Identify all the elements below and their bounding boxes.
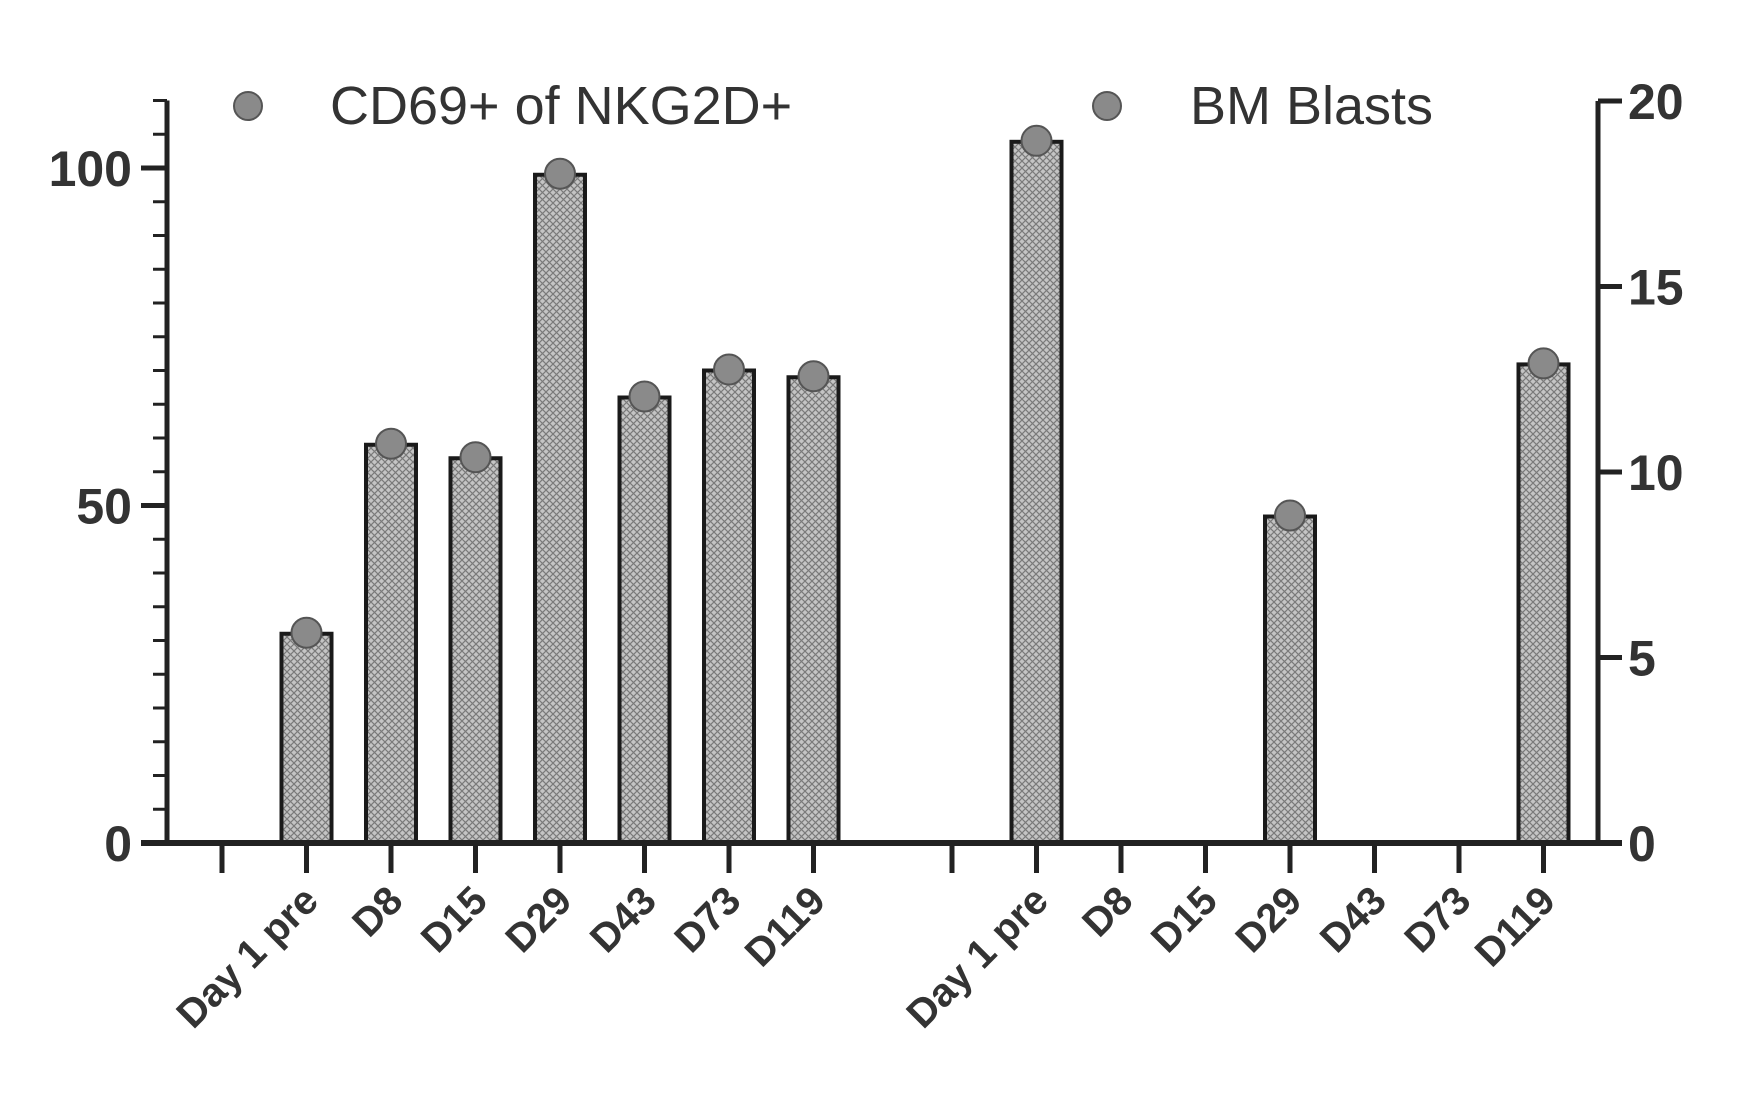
right-axis-tick-label-2: 10 [1628,445,1684,501]
x-tick-label-g2-5: D43 [1312,878,1395,961]
x-tick-label-g1-3: D15 [413,878,496,961]
x-tick-label-g1-4: D29 [497,878,580,961]
bar-g1-6 [702,368,756,845]
x-tick-label-g1-5: D43 [582,878,665,961]
marker-g2-7 [1527,347,1560,380]
bar-g2-4 [1263,514,1317,846]
bar-g1-3 [448,456,503,845]
left-axis-tick-label-1: 50 [76,479,132,535]
legend-label-series-1: CD69+ of NKG2D+ [330,76,792,136]
bar-g1-2 [364,442,418,845]
bar-g1-4 [533,172,587,845]
right-axis-tick-label-3: 15 [1628,260,1684,316]
marker-g1-5 [628,380,661,413]
legend-marker-series-1 [233,91,263,121]
right-axis-tick-label-0: 0 [1628,816,1656,872]
marker-g2-1 [1020,124,1053,157]
left-axis-tick-label-2: 100 [49,141,132,197]
marker-g1-7 [797,360,830,393]
legend: CD69+ of NKG2D+ BM Blasts [233,76,1433,136]
right-axis-tick-label-1: 5 [1628,631,1656,687]
legend-label-series-2: BM Blasts [1190,76,1433,136]
x-tick-label-g1-1: Day 1 pre [168,878,326,1036]
bar-g2-1 [1009,139,1064,845]
x-tick-label-g2-6: D73 [1396,878,1479,961]
marker-g2-4 [1274,499,1306,532]
bar-g1-1 [279,631,334,845]
x-tick-label-g2-1: Day 1 pre [898,878,1056,1036]
marker-g1-4 [544,157,576,190]
x-tick-label-g1-2: D8 [344,878,411,945]
legend-marker-series-2 [1092,91,1122,121]
bar-g1-7 [786,375,841,845]
bar-g1-5 [617,395,672,845]
marker-g1-2 [375,427,407,460]
right-axis-tick-label-4: 20 [1628,74,1684,130]
bar-g2-7 [1516,362,1571,845]
x-tick-label-g1-7: D119 [737,878,834,975]
marker-g1-3 [459,441,492,474]
left-axis-tick-label-0: 0 [104,816,132,872]
x-tick-label-g2-3: D15 [1143,878,1226,961]
x-tick-label-g1-6: D73 [666,878,749,961]
x-tick-label-g2-4: D29 [1227,878,1310,961]
x-tick-label-g2-7: D119 [1467,878,1564,975]
marker-g1-1 [290,616,323,649]
marker-g1-6 [713,353,745,386]
x-tick-label-g2-2: D8 [1074,878,1141,945]
